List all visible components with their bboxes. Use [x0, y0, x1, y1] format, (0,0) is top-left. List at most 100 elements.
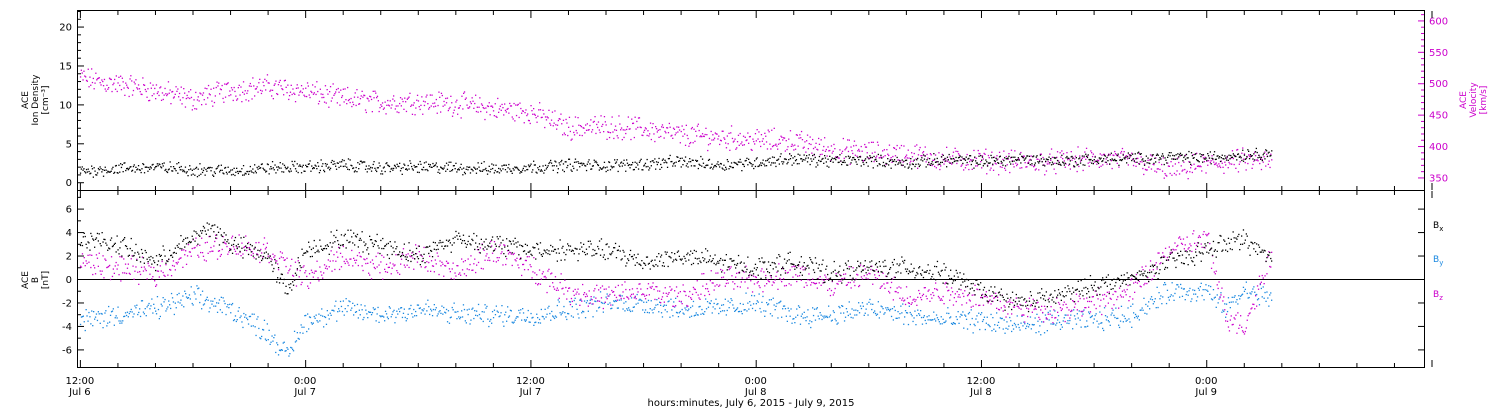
velocity-point	[254, 95, 256, 97]
velocity-point	[874, 151, 876, 153]
density-point	[91, 165, 93, 167]
by-point	[1031, 323, 1033, 326]
bz-point	[416, 261, 419, 263]
velocity-point	[796, 134, 798, 136]
density-point	[1070, 156, 1072, 158]
density-point	[922, 160, 924, 162]
by-point	[1112, 309, 1114, 311]
density-point	[120, 166, 123, 169]
bz-point	[502, 264, 504, 266]
bz-point	[203, 259, 206, 261]
bz-point	[94, 267, 96, 269]
by-point	[534, 321, 536, 324]
by-point	[336, 320, 338, 322]
by-point	[387, 318, 389, 320]
bz-point	[318, 280, 320, 282]
velocity-point	[814, 146, 816, 148]
velocity-point	[429, 94, 431, 96]
velocity-point	[467, 107, 469, 109]
by-point	[1044, 314, 1047, 316]
bz-point	[606, 298, 608, 300]
by-point	[812, 314, 815, 317]
density-point	[1108, 154, 1110, 156]
by-point	[162, 297, 164, 299]
by-point	[739, 302, 741, 305]
velocity-point	[704, 133, 706, 136]
velocity-point	[757, 138, 759, 140]
density-point	[1000, 160, 1002, 163]
velocity-point	[510, 105, 513, 107]
bz-point	[804, 267, 806, 269]
density-point	[171, 170, 173, 172]
velocity-point	[374, 90, 376, 92]
density-point	[495, 164, 497, 166]
density-point	[832, 161, 834, 163]
by-point	[1021, 315, 1023, 317]
bz-point	[626, 296, 628, 298]
density-point	[736, 163, 738, 165]
velocity-point	[178, 92, 181, 95]
density-point	[1245, 158, 1247, 160]
velocity-point	[405, 101, 407, 103]
velocity-point	[95, 72, 97, 74]
by-point	[425, 303, 427, 305]
velocity-point	[1154, 170, 1156, 172]
density-point	[156, 163, 158, 165]
bz-point	[736, 285, 739, 288]
density-point	[524, 170, 526, 172]
by-point	[921, 323, 924, 325]
bz-point	[482, 268, 484, 270]
by-point	[130, 308, 132, 311]
by-point	[1003, 319, 1005, 321]
velocity-point	[417, 100, 420, 102]
bz-point	[222, 236, 224, 238]
density-point	[1012, 156, 1014, 158]
bz-point	[314, 270, 316, 272]
bz-point	[721, 276, 723, 279]
velocity-point	[852, 152, 854, 155]
velocity-point	[667, 132, 670, 134]
by-point	[696, 314, 698, 316]
bz-point	[765, 274, 767, 277]
density-point	[286, 167, 288, 170]
by-point	[940, 316, 942, 318]
density-point	[1183, 156, 1185, 159]
density-point	[775, 165, 777, 168]
velocity-point	[127, 87, 129, 89]
by-point	[1115, 307, 1117, 309]
velocity-point	[946, 160, 949, 162]
density-point	[678, 160, 680, 162]
density-point	[761, 162, 763, 164]
density-point	[1049, 162, 1051, 164]
velocity-point	[775, 143, 777, 145]
velocity-point	[728, 132, 730, 134]
by-point	[915, 324, 917, 326]
by-point	[794, 322, 796, 324]
by-point	[1269, 294, 1271, 296]
by-point	[795, 316, 797, 318]
velocity-point	[521, 110, 524, 112]
density-point	[1095, 160, 1097, 163]
by-point	[438, 311, 440, 313]
by-point	[1271, 299, 1273, 301]
velocity-point	[1027, 162, 1029, 164]
density-point	[754, 165, 757, 168]
by-point	[215, 305, 217, 307]
velocity-point	[876, 141, 879, 143]
by-point	[377, 306, 379, 309]
by-point	[191, 302, 193, 305]
by-point	[640, 299, 642, 301]
velocity-point	[511, 116, 513, 118]
bz-point	[576, 291, 578, 293]
by-point	[232, 319, 235, 322]
density-point	[257, 168, 259, 170]
density-point	[417, 163, 420, 165]
density-point	[780, 153, 782, 155]
by-point	[752, 303, 755, 305]
by-point	[970, 309, 972, 311]
velocity-point	[966, 153, 968, 156]
by-point	[1099, 311, 1101, 313]
density-point	[652, 160, 654, 162]
density-point	[384, 170, 386, 173]
velocity-point	[643, 131, 645, 133]
